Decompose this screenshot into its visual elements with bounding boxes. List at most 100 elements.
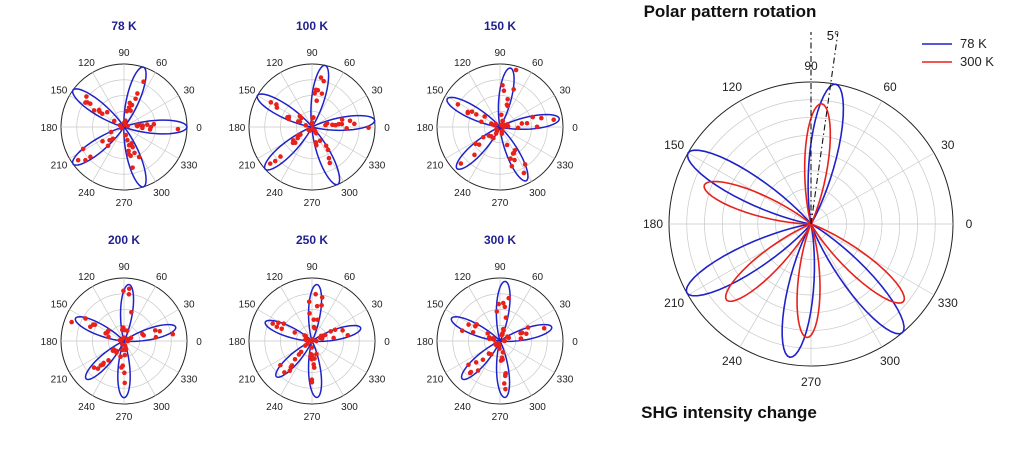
fit-lobe <box>123 125 147 188</box>
data-point <box>279 326 284 332</box>
data-point <box>485 331 491 336</box>
rotation-heading: Polar pattern rotation <box>644 2 817 21</box>
data-point <box>278 362 283 368</box>
polar-large: Polar pattern rotation SHG intensity cha… <box>641 2 994 422</box>
polar-small-1: 78 K 0 30 60 90 120 150 180 210 240 270 300 330 <box>41 19 203 209</box>
data-point <box>297 119 303 125</box>
angle-tick-label: 150 <box>664 138 684 152</box>
fit-lobe <box>499 125 529 182</box>
angle-tick-label: 60 <box>156 58 168 69</box>
data-point <box>141 79 146 85</box>
data-point <box>470 329 476 335</box>
data-point <box>489 134 494 139</box>
angle-tick-label: 60 <box>156 272 168 283</box>
angle-tick-label: 30 <box>371 300 383 311</box>
angle-tick-label: 150 <box>51 300 68 311</box>
data-point <box>472 323 478 329</box>
data-point <box>501 338 507 343</box>
grid-spoke <box>92 126 125 182</box>
angle-tick-label: 0 <box>572 123 578 134</box>
angle-tick-label: 120 <box>266 272 283 283</box>
data-point <box>504 102 510 108</box>
data-point <box>309 377 315 383</box>
data-point <box>84 94 89 99</box>
data-point <box>339 117 345 122</box>
angle-tick-label: 270 <box>304 198 321 209</box>
data-point <box>503 386 508 392</box>
fit-lobe <box>74 316 126 342</box>
data-point <box>332 327 338 333</box>
data-point <box>465 110 471 116</box>
fit-lobe <box>495 339 511 399</box>
angle-tick-label: 30 <box>941 138 955 152</box>
data-point <box>505 334 510 340</box>
grid-spoke <box>311 340 344 396</box>
data-point <box>308 351 314 357</box>
fit-lobe <box>450 316 502 342</box>
data-point <box>314 338 319 344</box>
angle-tick-label: 330 <box>181 161 198 172</box>
angle-tick-label: 120 <box>78 272 95 283</box>
grid-spoke <box>92 286 125 342</box>
data-point <box>117 338 123 343</box>
legend-label-78k: 78 K <box>960 36 987 51</box>
grid-spoke <box>92 72 125 128</box>
data-point <box>140 123 146 128</box>
polar-small-6: 300 K 0 30 60 90 120 150 180 210 240 270 300 330 <box>417 233 579 423</box>
data-point <box>303 333 309 339</box>
grid-spoke <box>311 286 344 342</box>
series-78k-lobe <box>686 149 813 226</box>
data-point <box>130 144 135 150</box>
angle-tick-label: 30 <box>183 86 195 97</box>
data-point <box>327 160 333 166</box>
data-point <box>123 347 129 352</box>
angle-tick-label: 270 <box>304 412 321 423</box>
grid-spoke <box>123 286 156 342</box>
angle-tick-label: 0 <box>572 337 578 348</box>
angle-tick-label: 180 <box>41 123 58 134</box>
angle-tick-label: 210 <box>51 161 68 172</box>
angle-tick-label: 240 <box>454 402 471 413</box>
angle-tick-label: 150 <box>239 86 256 97</box>
angle-tick-label: 60 <box>532 58 544 69</box>
angle-tick-label: 60 <box>883 80 897 94</box>
fit-lobe <box>446 96 502 128</box>
data-point <box>120 325 126 330</box>
polar-small-3: 150 K 0 30 60 90 120 150 180 210 240 270 300 330 <box>417 19 579 209</box>
data-point <box>272 158 278 164</box>
data-point <box>321 78 327 84</box>
angle-tick-label: 120 <box>78 58 95 69</box>
data-point <box>281 321 287 326</box>
grid-spoke <box>123 95 179 128</box>
data-point <box>508 156 513 161</box>
data-point <box>534 124 540 130</box>
data-point <box>125 137 130 143</box>
series-300k-lobe <box>796 221 821 339</box>
angle-tick-label: 150 <box>239 300 256 311</box>
data-point <box>106 358 111 363</box>
grid-spoke <box>499 340 555 373</box>
data-point <box>136 154 142 160</box>
data-point <box>326 155 332 161</box>
data-point <box>274 324 280 330</box>
angle-tick-label: 30 <box>559 300 571 311</box>
fit-lobe <box>311 125 341 186</box>
angle-tick-label: 300 <box>341 188 358 199</box>
data-point <box>455 102 461 107</box>
data-point <box>114 350 119 355</box>
grid-spoke <box>468 286 501 342</box>
data-point <box>323 332 328 338</box>
angle-tick-label: 300 <box>880 354 900 368</box>
angle-tick-label: 180 <box>229 123 246 134</box>
fit-lobe <box>275 339 314 378</box>
grid-spoke <box>499 286 532 342</box>
angle-tick-label: 210 <box>51 375 68 386</box>
angle-tick-label: 150 <box>51 86 68 97</box>
data-point <box>323 143 329 149</box>
data-point <box>345 332 351 338</box>
data-point <box>494 309 500 314</box>
series-300k-lobe <box>809 222 906 304</box>
data-point <box>104 109 110 115</box>
data-point <box>459 328 465 334</box>
